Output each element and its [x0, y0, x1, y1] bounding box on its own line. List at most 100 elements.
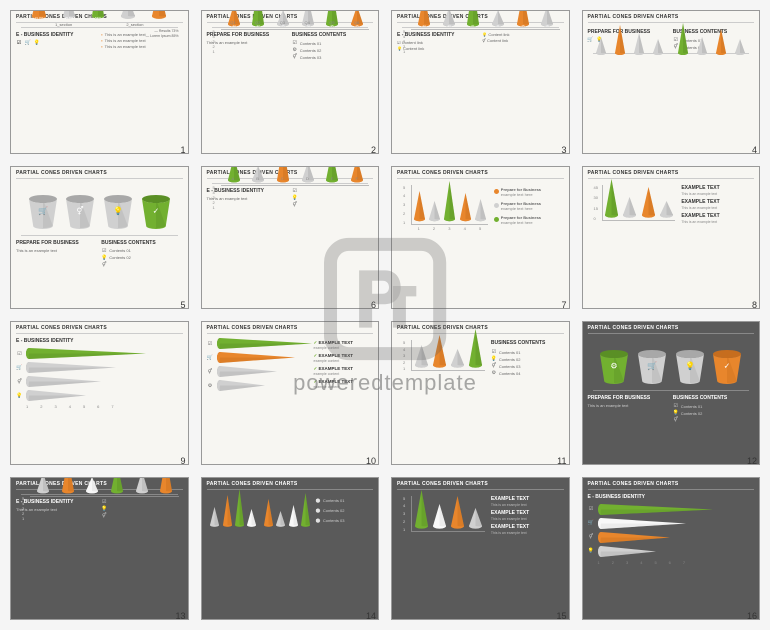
hbar-cone [598, 532, 670, 543]
svg-text:25.6%: 25.6% [65, 16, 74, 20]
slide-6: PARTIAL CONES DRIVEN CHARTS 54321 [201, 166, 380, 310]
slide-content: 54321 EXAMPLE TEXTThis is an example [392, 492, 569, 543]
side-title: EXAMPLE TEXT [681, 185, 752, 191]
legend-title: BUSINESS CONTENTS [673, 395, 754, 401]
slide-number: 7 [561, 300, 566, 309]
svg-text:43: 43 [447, 24, 451, 28]
hbar-row: ⚥ [16, 376, 183, 387]
slide-number: 14 [366, 611, 376, 620]
hbar-row: ⚙ [207, 380, 312, 391]
cone [735, 39, 745, 58]
bucket: 🛒 [638, 350, 666, 384]
hbar-cone [26, 390, 86, 401]
slide-number: 2 [371, 145, 376, 154]
svg-text:💡: 💡 [685, 361, 695, 371]
slide-number: 15 [556, 611, 566, 620]
content-item: ⚙ Contents 04 [491, 370, 562, 376]
legend-item: 💡 Contents 02 [101, 255, 182, 261]
svg-text:✓: ✓ [152, 206, 159, 215]
slide-number: 12 [747, 456, 757, 465]
legend-item: ⚙ Contents 02 [292, 47, 373, 53]
side-desc: example content [314, 385, 372, 389]
slide-content: E - BUSINESS IDENTITY ☑ 🛒 ⚥ 💡 1234567 [583, 492, 760, 567]
legend-icon: 🛒 [25, 40, 31, 46]
title-divider [16, 178, 183, 179]
slide-5: PARTIAL CONES DRIVEN CHARTS 🛒 ⚥ 💡 ✓ PREP… [10, 166, 189, 310]
cone [642, 187, 655, 220]
slide-title: PARTIAL CONES DRIVEN CHARTS [392, 478, 569, 489]
legend-item: 💡 Content link [482, 32, 563, 37]
cone: 18 [541, 11, 553, 29]
hbar-row: ⚥ [588, 532, 755, 543]
hbar-icon: 🛒 [16, 365, 23, 371]
legend-item: ⚥ Content link [482, 38, 563, 43]
hbar-icon: 💡 [588, 548, 595, 554]
slide-number: 3 [561, 145, 566, 154]
side-title: EXAMPLE TEXT [491, 524, 562, 530]
slide-4: PARTIAL CONES DRIVEN CHARTS PREPARE FOR … [582, 10, 761, 154]
slide-number: 5 [180, 300, 185, 309]
side-title: BUSINESS CONTENTS [491, 340, 562, 346]
side-item: ⚪ Contents 03 [316, 518, 371, 523]
hbar-icon: ☑ [588, 506, 595, 512]
hbar-row: 💡 [16, 390, 183, 401]
cone: 21 [492, 11, 504, 29]
side-desc: example content [314, 359, 372, 363]
cone [469, 508, 482, 531]
slide-content: E - BUSINESS IDENTITY ☑ 🛒 ⚥ 💡 1234567 [11, 336, 188, 411]
hbar-icon: ☑ [16, 351, 23, 357]
cone [235, 489, 244, 530]
title-divider [397, 178, 564, 179]
hbar-row: 🛒 [588, 518, 755, 529]
side-item: Prepare for Businessexample text here [494, 187, 562, 197]
side-desc: This is an example text [681, 192, 752, 196]
cone [289, 505, 298, 530]
cone [160, 478, 172, 496]
cone: 21.4% [32, 11, 46, 21]
cone [86, 478, 98, 496]
hbar-icon: 💡 [16, 393, 23, 399]
slide-title: PARTIAL CONES DRIVEN CHARTS [583, 322, 760, 333]
hbar-row: 💡 [588, 546, 755, 557]
cone [660, 201, 673, 220]
slide-content: ⚪ Contents 01 ⚪ Contents 02 ⚪ Contents 03 [202, 492, 379, 534]
y-axis: 54321 [403, 496, 411, 533]
svg-text:🛒: 🛒 [647, 361, 657, 371]
legend-icon: 💡 [34, 40, 40, 46]
slide-content: 54321 12345 [392, 181, 569, 235]
callout: — Lorem Ipsum 85% [146, 34, 179, 39]
side-item: ⚪ Contents 02 [316, 508, 371, 513]
cone [414, 191, 425, 224]
legend-item: ▪ This is an example text [101, 44, 182, 49]
cone [433, 504, 446, 531]
legend-item: This is an example text [588, 403, 669, 408]
side-desc: This is an example text [491, 531, 562, 535]
cone [415, 490, 428, 531]
y-axis: 54321 [403, 185, 411, 225]
hbar-cone [217, 352, 295, 363]
side-title: EXAMPLE TEXT [491, 510, 562, 516]
cone [697, 37, 707, 58]
cone [653, 39, 663, 58]
cone [596, 37, 606, 58]
slide-content: 54321 BUSINESS CONTENTS ☑ Con [392, 336, 569, 381]
legend-item: ☑ Contents 01 [673, 403, 754, 409]
hbar-cone [598, 518, 686, 529]
slide-number: 10 [366, 456, 376, 465]
legend-title: PREPARE FOR BUSINESS [588, 395, 669, 401]
slide-title: PARTIAL CONES DRIVEN CHARTS [583, 478, 760, 489]
cone: 43 [443, 11, 455, 29]
cone [429, 201, 440, 224]
legend-title: BUSINESS CONTENTS [101, 240, 182, 246]
legend-item: ▪ This is an example text [101, 38, 182, 43]
slide-7: PARTIAL CONES DRIVEN CHARTS 54321 [391, 166, 570, 310]
title-divider [16, 333, 183, 334]
cone: 44 [418, 11, 430, 29]
side-title: EXAMPLE TEXT [681, 213, 752, 219]
bucket: ⚙ [600, 350, 628, 384]
bucket-row: 🛒 ⚥ 💡 ✓ [24, 189, 175, 229]
cone: 25 [517, 11, 529, 29]
side-item: ⚪ Contents 01 [316, 498, 371, 503]
slide-content: 21.4% 25.6% 54% 1_section2_section — Res… [11, 25, 188, 54]
cone [451, 349, 464, 370]
